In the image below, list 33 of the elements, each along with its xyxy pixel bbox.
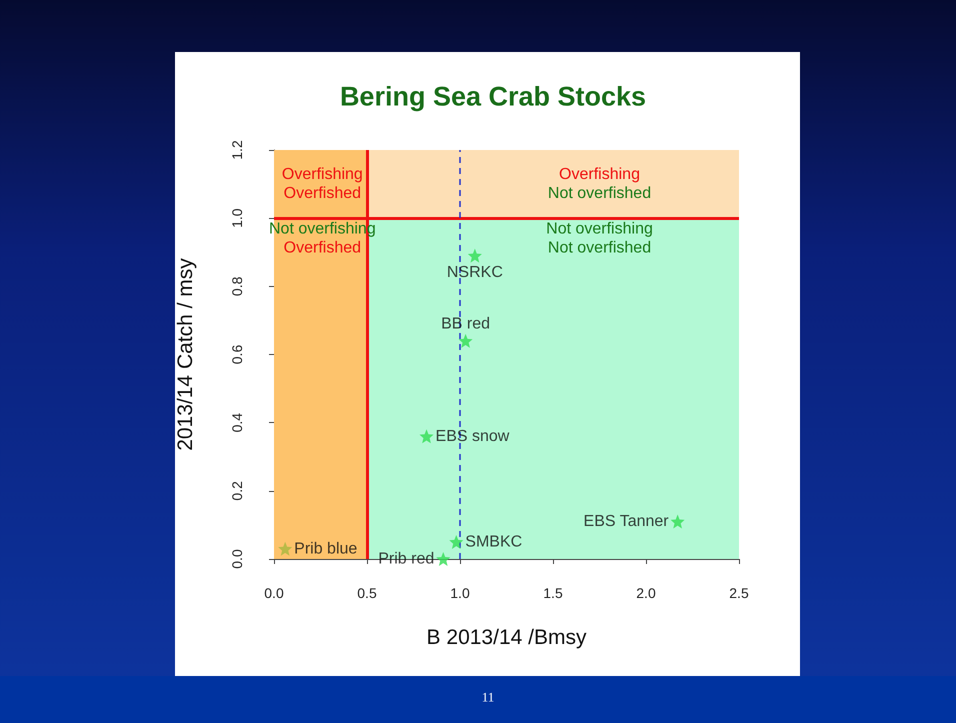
y-axis-title: 2013/14 Catch / msy (174, 258, 197, 451)
series-label: Prib blue (294, 540, 358, 558)
x-tick-label: 0.5 (357, 585, 377, 601)
series-label: EBS snow (436, 428, 510, 445)
point (436, 552, 450, 566)
series-label: SMBKC (465, 533, 522, 550)
x-tick-label: 2.5 (729, 585, 749, 601)
x-tick-label: 0.0 (264, 585, 284, 601)
y-tick-label: 0.6 (229, 344, 245, 364)
x-tick-label: 2.0 (636, 585, 656, 601)
annotation: Overfishing Not overfished (548, 166, 652, 202)
series-label: NSRKC (446, 264, 503, 282)
x-tick-label: 1.5 (543, 585, 563, 601)
text: 11 (482, 690, 494, 704)
y-tick-label: 1.2 (229, 140, 245, 160)
series-label: EBS Tanner (584, 513, 670, 530)
y-tick-label: 0.2 (229, 480, 245, 501)
chart-title: Bering Sea Crab Stocks (340, 82, 646, 112)
point (468, 248, 482, 263)
x-axis-title: B 2013/14 /Bmsy (426, 626, 587, 649)
series-label: BB red (441, 315, 490, 332)
x-tick-label: 1.0 (450, 585, 470, 601)
y-tick-label: 0.4 (229, 412, 245, 432)
point (449, 534, 464, 549)
point (670, 514, 685, 529)
point (420, 429, 434, 444)
annotation: Not overfishing Not overfished (546, 220, 653, 257)
y-tick-label: 0.0 (229, 549, 245, 569)
y-tick-label: 0.8 (229, 276, 245, 296)
point (458, 334, 473, 348)
point (278, 542, 292, 556)
annotation: Overfishing Overfished (282, 166, 363, 202)
y-tick-label: 1.0 (229, 208, 245, 228)
